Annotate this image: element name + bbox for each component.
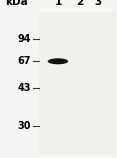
Text: 43: 43	[18, 83, 31, 93]
Text: 1: 1	[55, 0, 62, 7]
Bar	[39, 12, 116, 155]
Text: 3: 3	[95, 0, 102, 7]
Text: 94: 94	[18, 34, 31, 44]
Text: 2: 2	[76, 0, 83, 7]
Text: 30: 30	[18, 121, 31, 131]
Text: 67: 67	[18, 56, 31, 66]
Ellipse shape	[48, 58, 68, 64]
Text: kDa: kDa	[5, 0, 27, 7]
